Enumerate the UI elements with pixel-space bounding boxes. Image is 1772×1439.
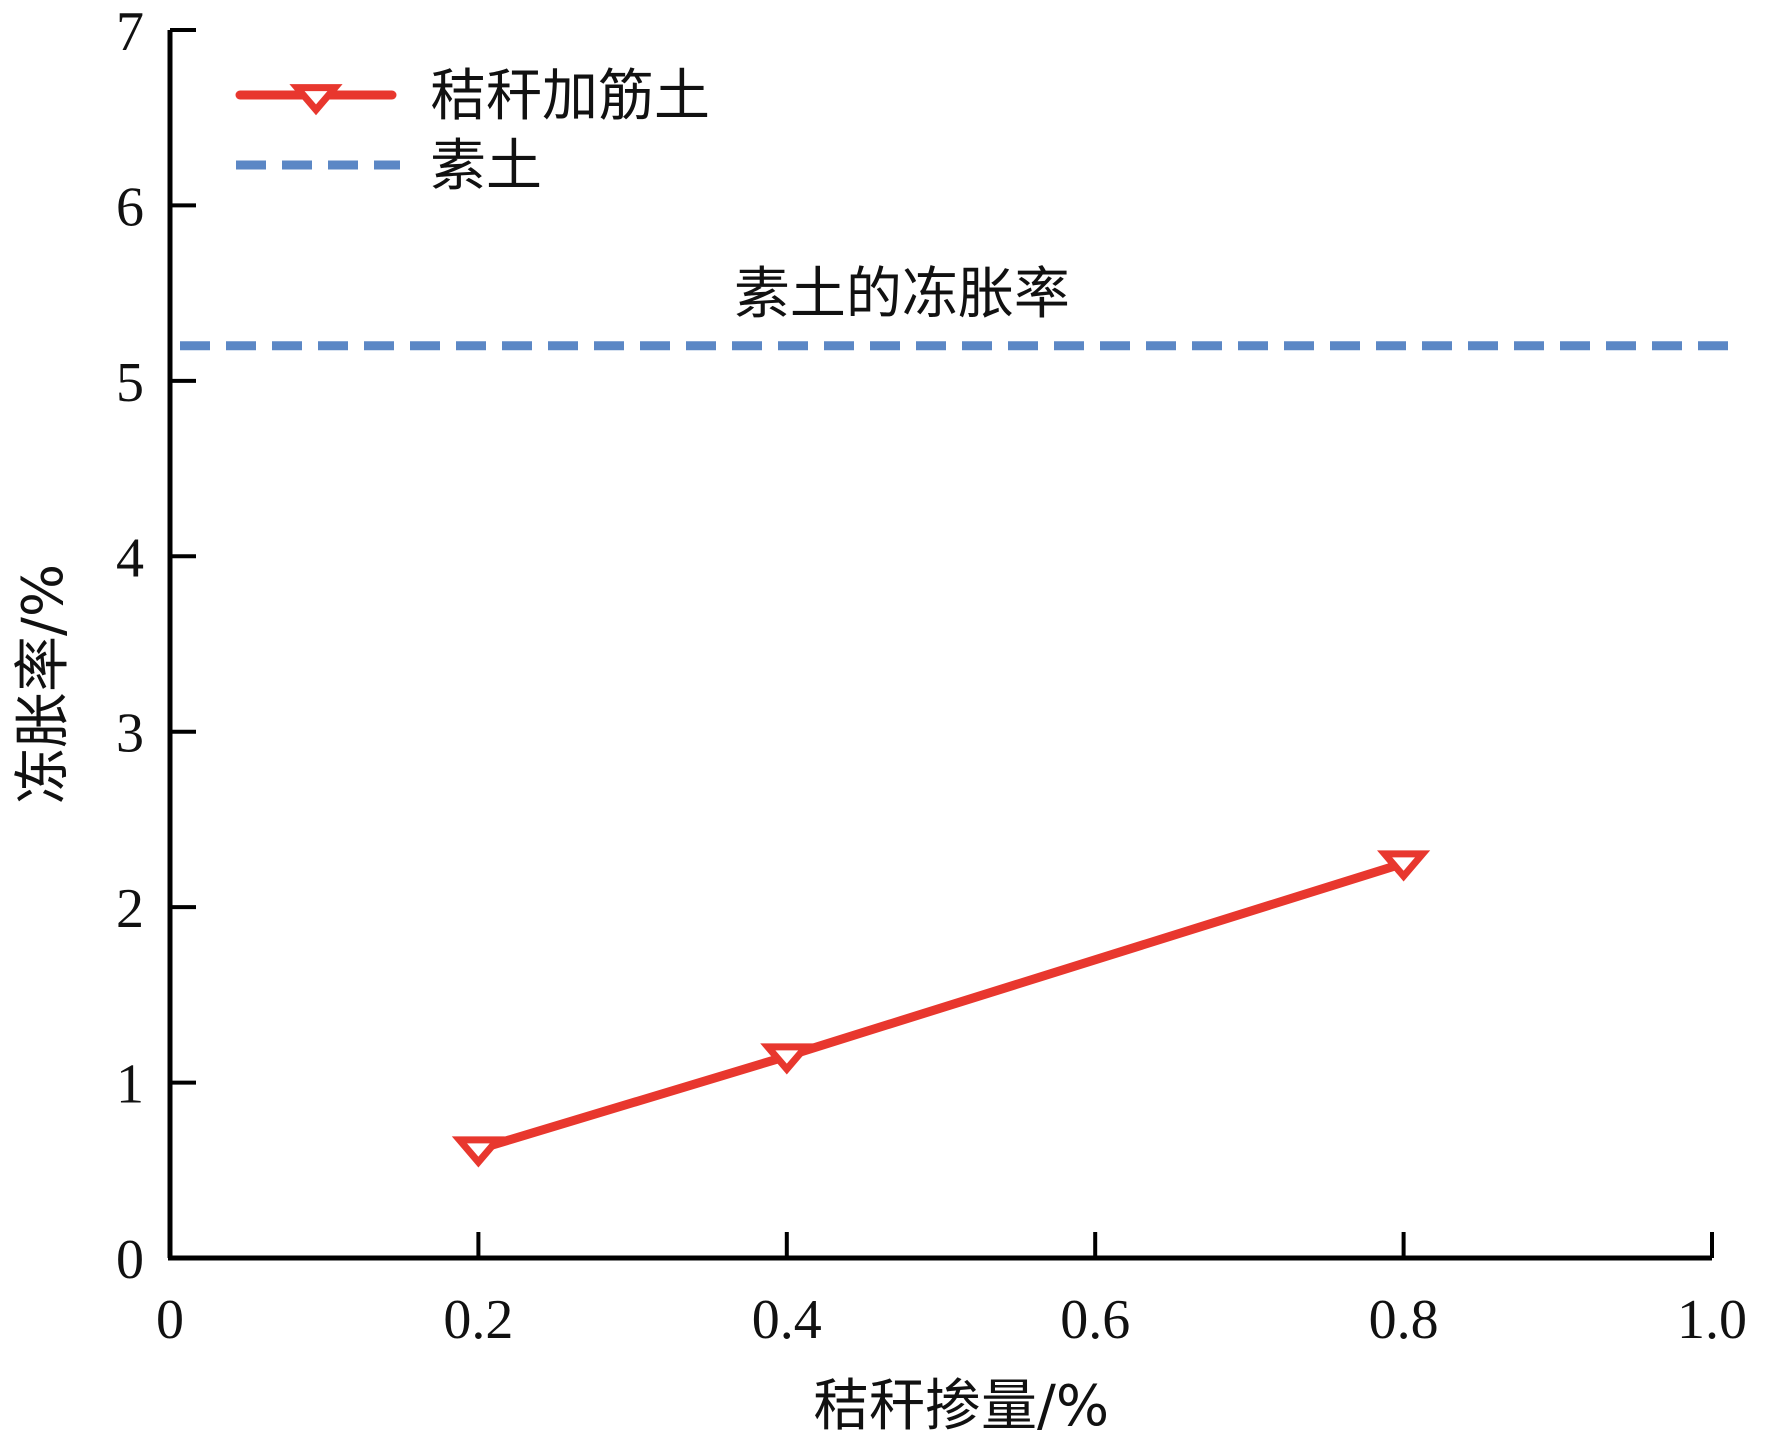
reference-annotation: 素土的冻胀率: [734, 262, 1070, 327]
x-tick-label: 0.8: [1369, 1289, 1439, 1351]
x-tick-label: 0: [156, 1289, 184, 1351]
x-tick-label: 1.0: [1677, 1289, 1747, 1351]
y-tick-label: 0: [116, 1229, 144, 1291]
x-tick-label: 0.4: [752, 1289, 822, 1351]
y-ticks: 0 1 2 3 4 5 6 7: [116, 1, 196, 1291]
y-tick-label: 4: [116, 527, 144, 589]
legend: 秸秆加筋土 素土: [235, 64, 710, 199]
y-tick-label: 3: [116, 703, 144, 765]
x-axis-title: 秸秆掺量/%: [813, 1374, 1109, 1439]
series-layer: [451, 850, 1431, 1168]
series-point: [760, 1043, 814, 1075]
series-line: [477, 858, 1405, 1154]
y-tick-label: 6: [116, 176, 144, 238]
annotations: 素土的冻胀率: [734, 262, 1070, 327]
y-tick-label: 5: [116, 352, 144, 414]
legend-label: 秸秆加筋土: [430, 64, 710, 129]
y-tick-label: 2: [116, 878, 144, 940]
legend-item-series: 秸秆加筋土: [235, 64, 710, 129]
y-axis-title: 冻胀率/%: [11, 564, 76, 804]
legend-swatch-marker: [289, 84, 343, 116]
series-point: [451, 1136, 505, 1168]
y-tick-label: 7: [116, 1, 144, 63]
x-tick-label: 0.2: [443, 1289, 513, 1351]
series-point: [1377, 850, 1431, 882]
legend-item-reference: 素土: [236, 134, 542, 199]
x-ticks: 0 0.2 0.4 0.6 0.8 1.0: [156, 1232, 1747, 1351]
y-tick-label: 1: [116, 1054, 144, 1116]
legend-label: 素土: [430, 134, 542, 199]
axes: [167, 30, 1712, 1261]
x-tick-label: 0.6: [1060, 1289, 1130, 1351]
